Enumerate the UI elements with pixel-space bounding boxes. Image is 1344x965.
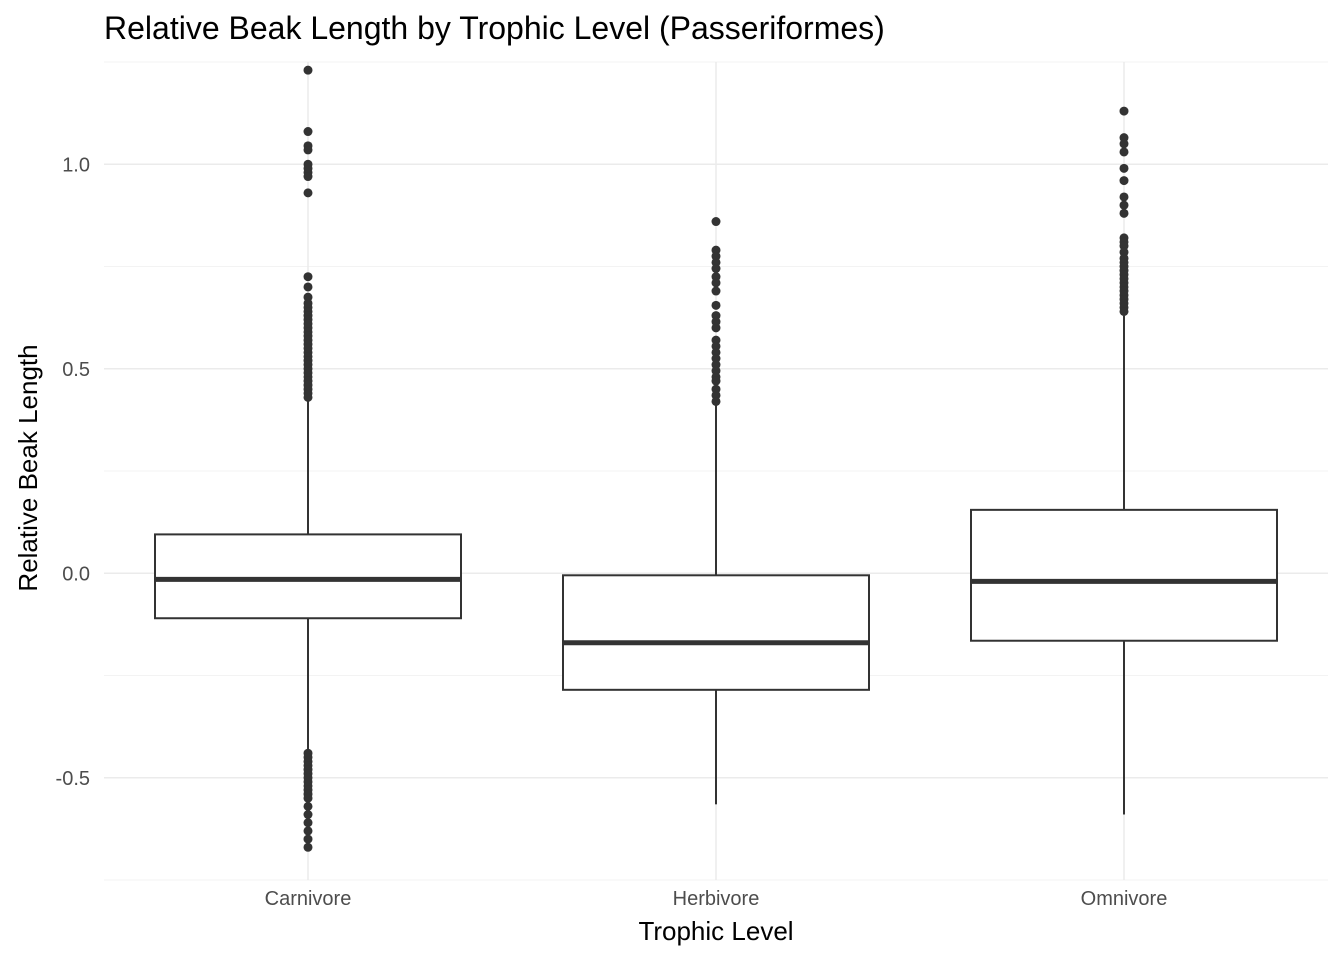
outlier-point [303,842,313,852]
box-group-carnivore [154,65,462,852]
box-iqr [562,574,870,691]
box-iqr [154,533,462,620]
outlier-point [303,793,313,803]
x-axis-label: Trophic Level [638,916,793,946]
outlier-point [711,396,721,406]
outlier-point [303,188,313,198]
x-tick-label: Carnivore [265,888,352,910]
outlier-point [1119,192,1129,202]
outlier-point [303,834,313,844]
outlier-point [303,801,313,811]
y-tick-label: 0.5 [62,359,90,381]
outlier-point [1119,147,1129,157]
outlier-point [1119,106,1129,116]
outlier-point [303,810,313,820]
outlier-point [711,217,721,227]
box-iqr [970,508,1278,642]
y-tick-label: 0.0 [62,563,90,585]
outlier-point [303,65,313,75]
outlier-point [303,818,313,828]
x-tick-label: Herbivore [673,888,760,910]
outlier-point [1119,306,1129,316]
box-group-omnivore [970,106,1278,815]
outlier-point [711,286,721,296]
outlier-point [711,323,721,333]
outlier-point [303,272,313,282]
outlier-point [1119,200,1129,210]
outlier-point [711,278,721,288]
outlier-point [303,172,313,182]
outlier-point [1119,163,1129,173]
outlier-point [1119,139,1129,149]
chart-title: Relative Beak Length by Trophic Level (P… [104,10,885,46]
outlier-point [303,282,313,292]
outlier-point [711,376,721,386]
box-group-herbivore [562,217,870,805]
y-tick-label: 1.0 [62,154,90,176]
outlier-point [711,300,721,310]
outlier-point [303,145,313,155]
x-tick-label: Omnivore [1081,888,1168,910]
outlier-point [1119,208,1129,218]
axis-layer: Trophic Level Relative Beak Length -0.5 0… [13,154,1167,946]
box-layer [154,65,1278,852]
outlier-point [303,392,313,402]
outlier-point [303,127,313,137]
outlier-point [303,826,313,836]
y-axis-label: Relative Beak Length [13,344,43,591]
outlier-point [1119,176,1129,186]
outlier-point [711,264,721,274]
y-tick-label: -0.5 [56,768,90,790]
